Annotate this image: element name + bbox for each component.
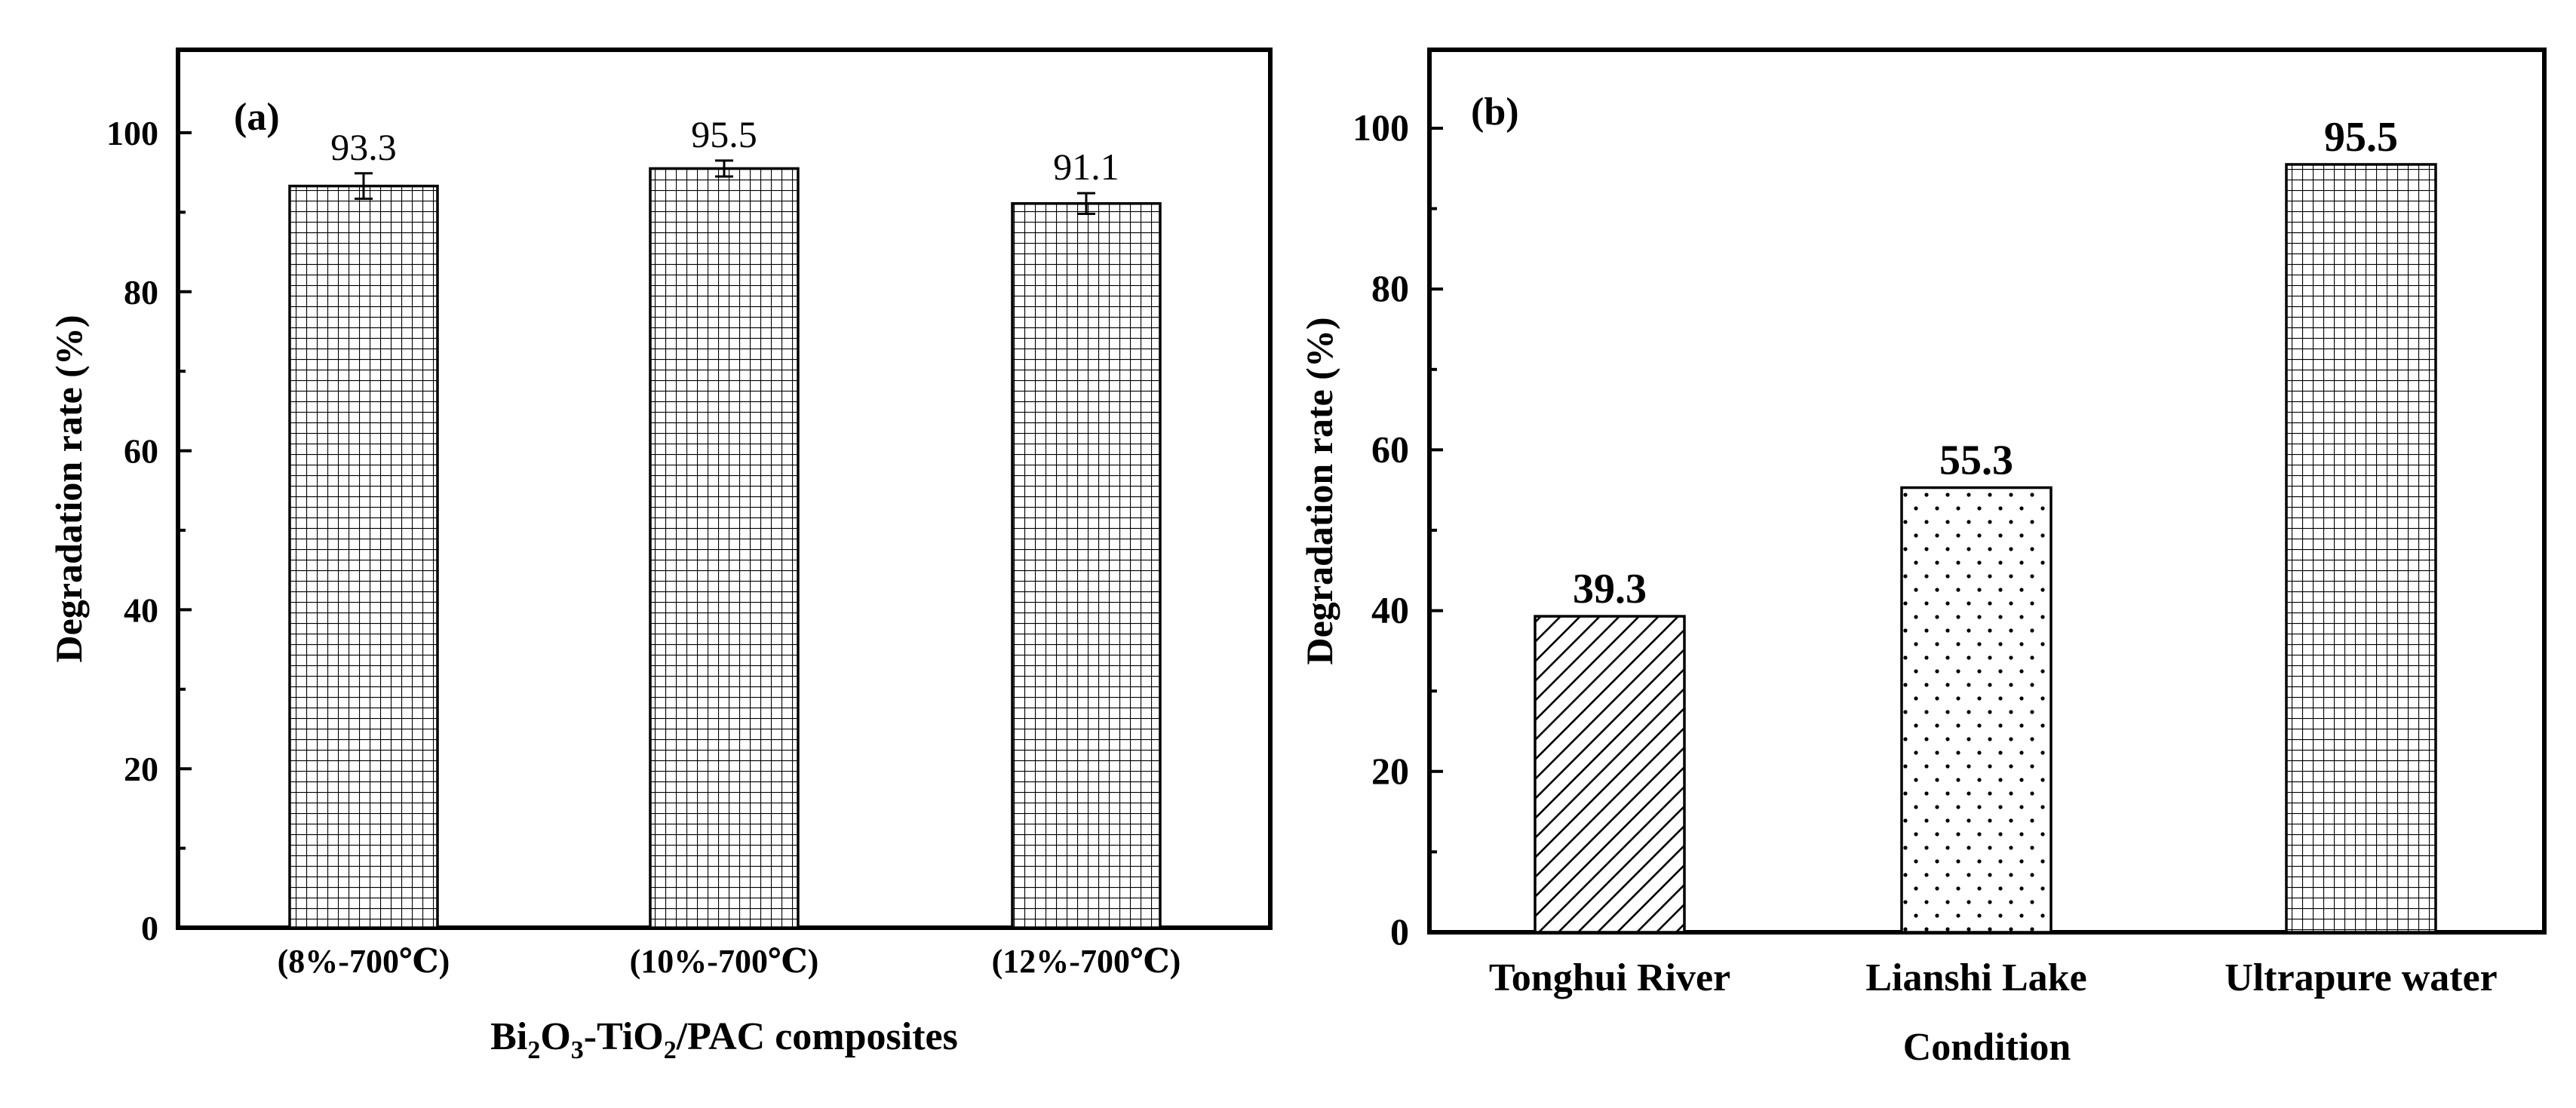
x-tick-label-3: Ultrapure water (2224, 956, 2498, 999)
panel-a-x-axis-label: Bi2O3-TiO2/PAC composites (490, 1015, 958, 1064)
error-bar-2 (715, 159, 733, 178)
y-tick-label: 0 (141, 909, 158, 947)
error-bar-3 (1077, 192, 1095, 216)
x-tick-label-1: Tonghui River (1489, 956, 1730, 999)
y-tick-label: 0 (1390, 910, 1409, 953)
data-label-3: 91.1 (1053, 146, 1119, 188)
data-label-1: 39.3 (1573, 566, 1647, 612)
panel-b-x-axis-label: Condition (1903, 1026, 2071, 1069)
y-tick-label: 80 (1371, 267, 1409, 309)
bar-3 (2285, 163, 2437, 934)
y-tick-label: 40 (1371, 589, 1409, 631)
panel-b: 0 20 40 60 80 100 39.3 55.3 95.5 Tonghui River L… (1298, 48, 2547, 1069)
panel-a-y-axis-label: Degradation rate (%) (48, 315, 90, 663)
bar-1 (288, 184, 439, 929)
x-tick-label-1: (8%-700℃) (278, 943, 450, 980)
panel-a-bars (288, 159, 1162, 929)
y-tick-label: 100 (106, 114, 158, 152)
panel-b-y-ticks: 0 20 40 60 80 100 (1352, 106, 1443, 953)
data-label-1: 93.3 (330, 126, 397, 168)
x-tick-label-2: Lianshi Lake (1865, 956, 2086, 999)
panel-b-data-labels: 39.3 55.3 95.5 (1573, 114, 2398, 612)
error-bar-1 (355, 172, 373, 200)
panel-b-bars (1534, 163, 2437, 934)
y-tick-label: 20 (1371, 750, 1409, 792)
panel-a-x-tick-labels: (8%-700℃) (10%-700℃) (12%-700℃) (278, 943, 1181, 980)
panel-a-y-ticks: 0 20 40 60 80 100 (106, 114, 192, 947)
panel-a-label: (a) (234, 96, 280, 139)
y-tick-label: 20 (124, 750, 158, 788)
bar-2 (1900, 486, 2053, 934)
panel-b-label: (b) (1471, 91, 1519, 134)
y-tick-label: 60 (1371, 428, 1409, 470)
y-tick-label: 40 (124, 591, 158, 629)
bar-2 (649, 167, 800, 929)
y-tick-label: 100 (1352, 106, 1409, 149)
bar-1 (1534, 615, 1686, 934)
panel-a-data-labels: 93.3 95.5 91.1 (330, 113, 1119, 188)
panel-b-y-axis-label: Degradation rate (%) (1298, 318, 1340, 665)
y-tick-label: 60 (124, 432, 158, 471)
x-tick-label-2: (10%-700℃) (630, 943, 819, 980)
panel-b-x-tick-labels: Tonghui River Lianshi Lake Ultrapure water (1489, 956, 2498, 999)
data-label-3: 95.5 (2324, 114, 2398, 161)
y-tick-label: 80 (124, 273, 158, 312)
panel-a: 0 20 40 60 80 100 93.3 95.5 91.1 (8%-700℃) (10%-… (48, 48, 1273, 1064)
x-tick-label-3: (12%-700℃) (992, 943, 1181, 980)
bar-3 (1011, 202, 1162, 929)
data-label-2: 95.5 (691, 113, 757, 155)
data-label-2: 55.3 (1939, 437, 2013, 484)
